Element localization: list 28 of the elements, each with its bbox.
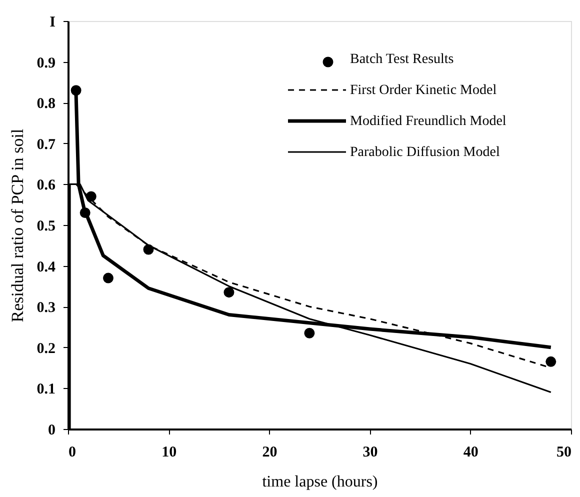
y-tick-label: 0.8	[36, 96, 56, 112]
y-tick-label: I	[50, 14, 56, 30]
x-tick-label: 40	[463, 444, 478, 460]
point	[304, 328, 315, 338]
x-tick-label: 20	[262, 444, 278, 460]
y-tick-label: 0.4	[36, 259, 56, 276]
x-tick-label: 30	[362, 444, 378, 460]
y-tick-label: 0.3	[36, 300, 56, 316]
legend-label: Batch Test Results	[350, 52, 454, 67]
legend-label: Parabolic Diffusion Model	[350, 145, 500, 160]
y-tick-label: 0.6	[36, 178, 56, 194]
point	[102, 272, 114, 284]
point	[224, 287, 234, 298]
y-tick-label: 0.2	[36, 340, 56, 357]
y-axis-title: Residual ratio of PCP in soil	[8, 128, 27, 322]
x-tick-label: 10	[162, 444, 177, 460]
point	[546, 356, 556, 367]
x-tick-label: 0	[68, 444, 76, 460]
y-tick-label: 0.9	[36, 55, 56, 72]
y-tick-label: 0	[48, 422, 56, 438]
y-tick-label: 0.7	[36, 136, 56, 153]
x-tick-label: 50	[556, 444, 572, 460]
y-tick-label: 0.1	[36, 382, 56, 398]
y-tick-label: 0.5	[36, 218, 56, 234]
legend-label: First Order Kinetic Model	[350, 83, 497, 98]
x-axis-title: time lapse (hours)	[262, 474, 378, 490]
point	[70, 85, 82, 96]
legend-label: Modified Freundlich Model	[350, 114, 506, 129]
